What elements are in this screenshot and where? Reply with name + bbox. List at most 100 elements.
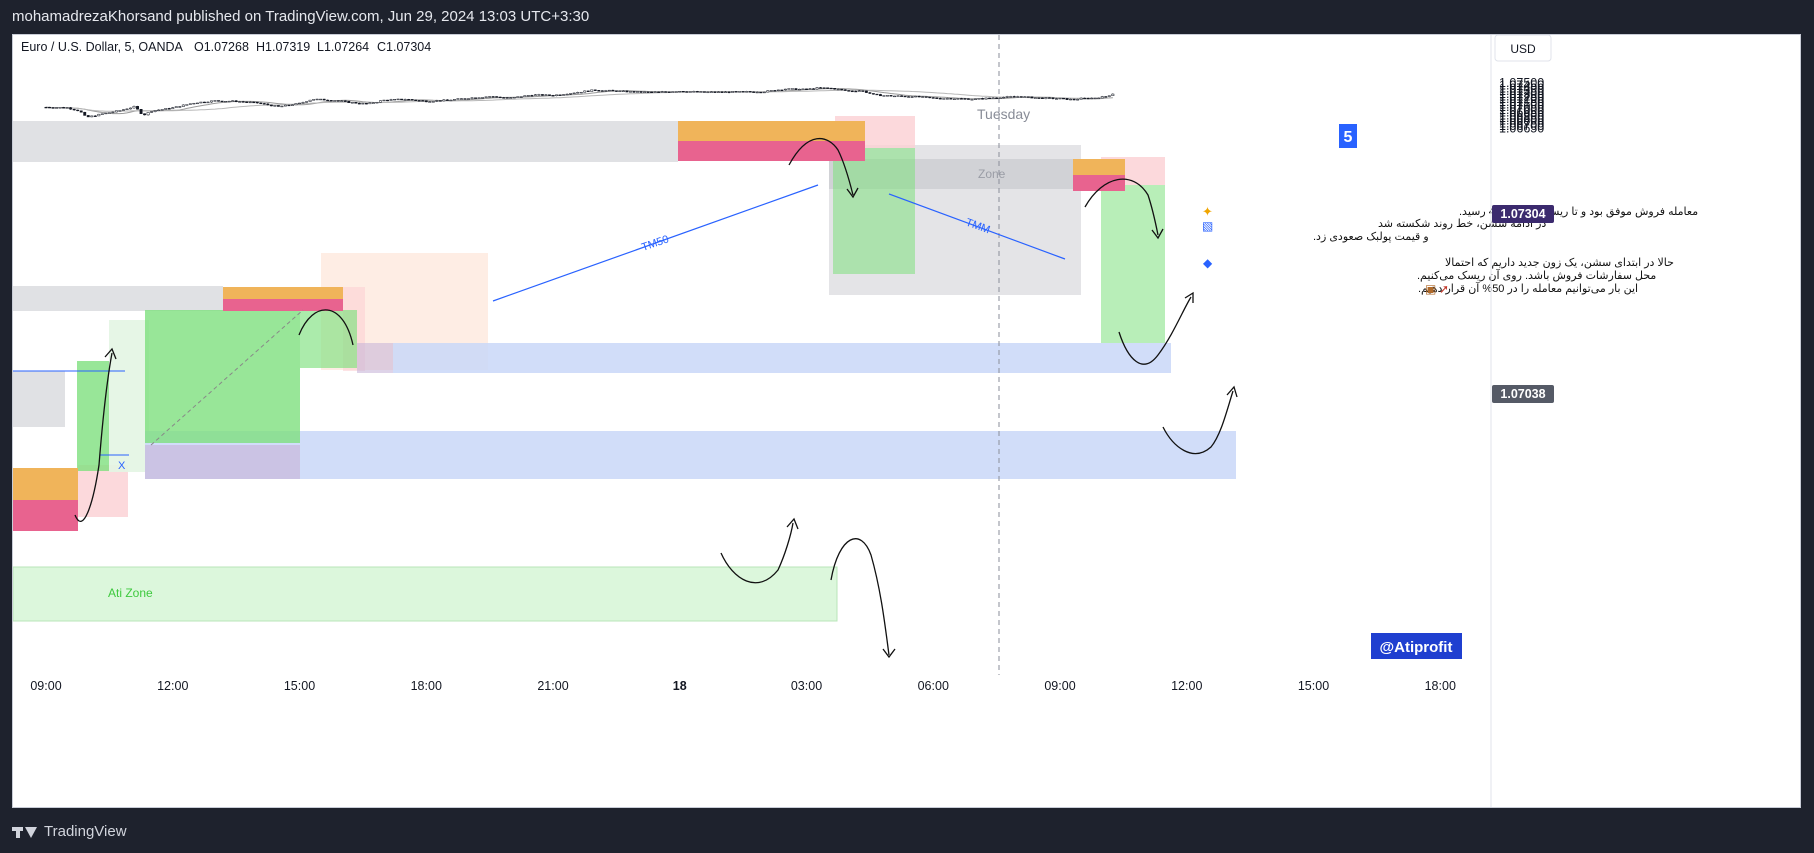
candle-body: [970, 99, 974, 101]
chart-pane[interactable]: Tuesday TM50 TMM X Zone Ati Zone ✦ معامل…: [12, 34, 1801, 808]
candle-body: [174, 106, 178, 108]
arrow-head-icon: [104, 347, 117, 360]
candle-body: [981, 98, 984, 100]
candle-body: [160, 109, 164, 111]
candle-body: [843, 89, 847, 91]
candle-body: [914, 95, 918, 98]
candle-body: [1079, 97, 1083, 100]
currency-label: USD: [1510, 42, 1536, 56]
candle-body: [657, 91, 661, 93]
candle-body: [636, 91, 639, 93]
candle-body: [241, 101, 245, 103]
price-tick-label: 1.07300: [1499, 87, 1544, 101]
candle-body: [509, 97, 513, 99]
currency-button[interactable]: [1494, 35, 1552, 62]
candle-body: [389, 99, 393, 101]
candle-body: [445, 99, 449, 101]
candle-body: [780, 89, 784, 91]
gray-zone: [13, 286, 223, 311]
candle-body: [604, 90, 608, 92]
candle-body: [72, 108, 76, 111]
candle-body: [952, 98, 956, 100]
candle-body: [512, 97, 516, 99]
price-tick-label: 1.07050: [1499, 100, 1544, 114]
candle-body: [118, 110, 122, 112]
price-tick-label: 1.07400: [1499, 81, 1544, 95]
candle-body: [178, 106, 182, 108]
time-tick-label: 15:00: [284, 679, 315, 693]
watermark-text: @Atiprofit: [1380, 639, 1453, 656]
candle-body: [643, 91, 646, 93]
publish-header: mohamadrezaKhorsand published on Trading…: [0, 0, 1814, 34]
candle-body: [1069, 98, 1073, 101]
candle-body: [815, 87, 819, 90]
candle-body: [122, 109, 125, 111]
publish-line: mohamadrezaKhorsand published on Trading…: [12, 8, 590, 25]
candle-body: [463, 98, 467, 100]
session-label: Tuesday: [977, 106, 1030, 122]
candle-body: [1005, 96, 1009, 98]
time-tick-label: 06:00: [918, 679, 949, 693]
candle-body: [544, 94, 548, 96]
candle-body: [1104, 96, 1108, 98]
candle-body: [308, 99, 312, 102]
candle-body: [685, 91, 689, 93]
candle-body: [745, 91, 749, 93]
candle-body: [291, 104, 294, 106]
arrow-swing-icon: [1118, 296, 1192, 365]
candle-body: [361, 103, 365, 105]
trendline-tmm[interactable]: [888, 193, 1066, 260]
candle-body: [371, 102, 375, 104]
arrow-head-icon: [846, 187, 859, 199]
candle-body: [438, 100, 442, 102]
note-line-5: محل سفارشات فروش باشد. روی آن ریسک می‌کن…: [1417, 268, 1656, 282]
zone-label: Zone: [978, 167, 1006, 181]
candle-body: [65, 107, 69, 109]
candle-body: [741, 91, 745, 93]
price-tick-label: 1.07150: [1499, 95, 1544, 109]
candle-body: [217, 100, 220, 102]
price-axis[interactable]: 1.075001.074501.074001.073501.073001.072…: [1499, 76, 1544, 136]
time-axis[interactable]: 09:00 12:00 15:00 18:00 21:00 18 03:00 06:00 09:…: [30, 679, 1456, 693]
candle-body: [375, 101, 379, 104]
demand-green-zone: [300, 310, 357, 368]
light-pink-zone: [78, 465, 128, 517]
candle-body: [882, 95, 886, 97]
candle-body: [146, 112, 150, 116]
candle-body: [114, 110, 118, 113]
candle-body: [301, 102, 305, 104]
candle-body: [850, 90, 854, 93]
candle-body: [526, 95, 530, 97]
candle-body: [55, 107, 59, 109]
candle-body: [949, 98, 953, 100]
candle-body: [664, 91, 668, 93]
candle-body: [569, 93, 573, 95]
light-green-zone: [109, 320, 149, 472]
arrow-head-icon: [1151, 228, 1164, 240]
cursor-price-text: 1.07038: [1500, 387, 1545, 401]
candle-body: [1051, 97, 1055, 99]
candle-body: [396, 98, 400, 101]
candle-body: [653, 91, 657, 93]
candle-body: [977, 98, 981, 100]
demand-green-zone: [1101, 185, 1165, 343]
candle-body: [660, 91, 664, 93]
ati-zone-label: Ati Zone: [108, 586, 153, 600]
candle-body: [417, 100, 421, 102]
price-chart[interactable]: Tuesday TM50 TMM X Zone Ati Zone ✦ معامل…: [13, 35, 1801, 808]
candle-body: [452, 99, 456, 101]
candle-body: [847, 90, 851, 92]
candle-body: [1044, 97, 1048, 99]
candle-body: [555, 94, 558, 97]
price-tick-label: 1.07350: [1499, 84, 1544, 98]
candle-body: [699, 91, 703, 93]
candle-body: [1107, 95, 1111, 97]
candle-body: [967, 98, 970, 100]
candle-body: [143, 113, 147, 116]
trendline-tm50[interactable]: [492, 184, 819, 302]
candle-body: [896, 95, 900, 97]
candle-body: [646, 91, 650, 93]
candle-body: [861, 90, 865, 92]
candle-body: [379, 100, 382, 103]
candle-body: [467, 98, 470, 100]
